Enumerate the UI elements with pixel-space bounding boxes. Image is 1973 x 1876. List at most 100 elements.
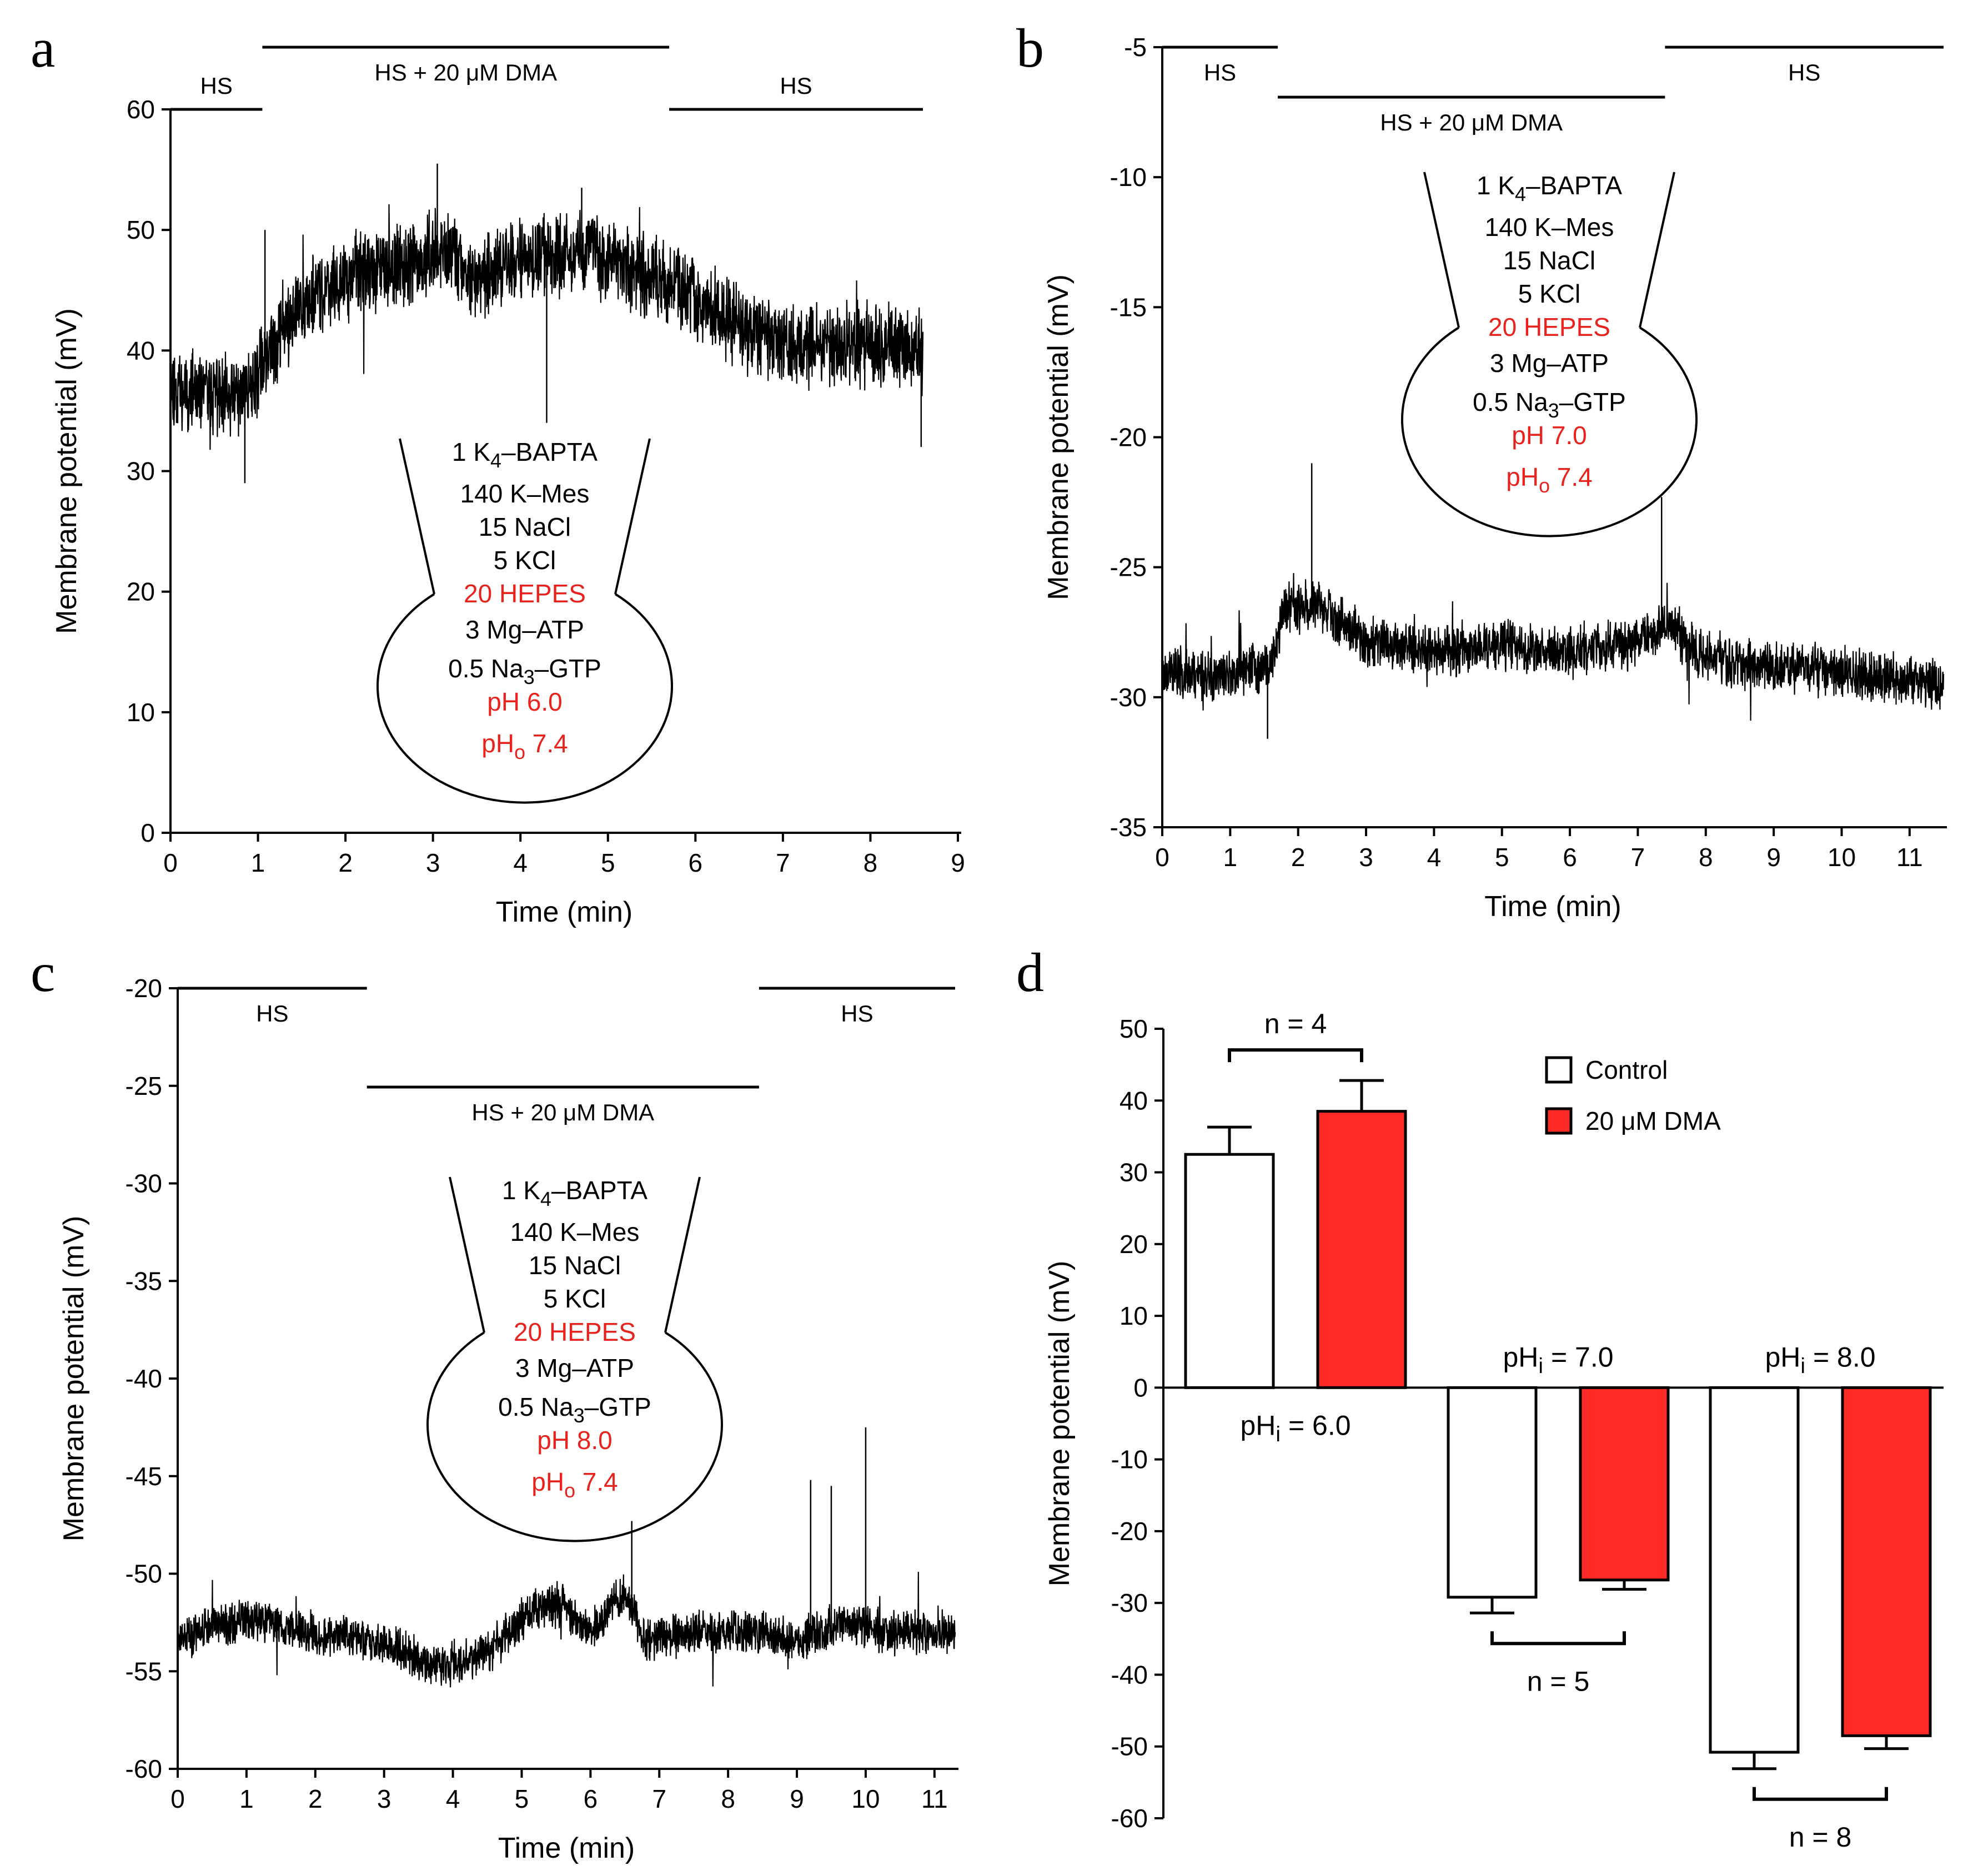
y-tick-label: 20 xyxy=(127,577,155,606)
solution-line-0: 1 K4–BAPTA xyxy=(502,1176,647,1210)
group-label: pHi = 6.0 xyxy=(1240,1410,1351,1446)
x-tick-label: 9 xyxy=(1766,843,1781,872)
group-label-part: = 8.0 xyxy=(1805,1341,1876,1372)
x-tick-label: 2 xyxy=(1291,843,1306,872)
y-tick-label: 0 xyxy=(1133,1373,1148,1402)
membrane-trace xyxy=(1161,573,1945,721)
flask-left-wall xyxy=(399,438,435,595)
y-tick-label: 0 xyxy=(140,818,155,847)
n-label: n = 8 xyxy=(1789,1822,1852,1853)
flask-right-wall xyxy=(664,1176,701,1333)
solution-line-6-part: 0.5 Na xyxy=(448,654,524,683)
x-tick-label: 3 xyxy=(1359,843,1373,872)
x-tick-label: 5 xyxy=(601,848,615,877)
bar-dma xyxy=(1841,1386,1932,1737)
y-tick-label: -30 xyxy=(1110,683,1147,712)
solution-line-6-part: 0.5 Na xyxy=(498,1392,574,1421)
solution-line-5: 3 Mg–ATP xyxy=(1490,349,1609,378)
x-tick-label: 8 xyxy=(1699,843,1713,872)
solution-ph-label: pH 7.0 xyxy=(1512,421,1587,450)
x-tick-label: 4 xyxy=(513,848,528,877)
solution-pho-label-subscript: o xyxy=(564,1480,575,1502)
x-tick-label: 5 xyxy=(515,1784,529,1813)
group-label-part: = 6.0 xyxy=(1281,1410,1351,1441)
group-label: pHi = 7.0 xyxy=(1503,1341,1613,1378)
x-axis-label: Time (min) xyxy=(496,896,633,928)
solution-line-1: 140 K–Mes xyxy=(510,1218,640,1246)
legend-swatch xyxy=(1545,1107,1573,1135)
x-tick-label: 4 xyxy=(446,1784,460,1813)
panel-c: -60 -55 -50 -45 -40 -35 -30 -25 -20 0 1 2 3 4 5 6 7 8 9 10 1… xyxy=(58,974,958,1864)
solution-line-4: 20 HEPES xyxy=(1488,313,1610,341)
solution-line-6-part: –GTP xyxy=(1559,388,1626,416)
y-tick-label: -35 xyxy=(125,1266,162,1295)
solution-line-0-part: 1 K xyxy=(502,1176,540,1205)
group-label-subscript: i xyxy=(1276,1422,1281,1446)
group-label-subscript: i xyxy=(1538,1354,1543,1378)
group-label-part: = 7.0 xyxy=(1543,1341,1614,1372)
bar-dma xyxy=(1316,1110,1407,1389)
x-axis-label: Time (min) xyxy=(498,1832,635,1864)
solution-line-0-subscript: 4 xyxy=(540,1188,551,1210)
flask-right-wall xyxy=(614,438,651,595)
solution-pho-label-part: pH xyxy=(481,729,514,758)
y-tick-label: -30 xyxy=(1111,1588,1148,1617)
group-label-part: pH xyxy=(1503,1341,1538,1372)
condition-label: HS + 20 μM DMA xyxy=(1380,109,1563,135)
solution-line-0-subscript: 4 xyxy=(1515,183,1526,205)
solution-line-1: 140 K–Mes xyxy=(460,479,590,508)
solution-line-0: 1 K4–BAPTA xyxy=(1477,171,1622,205)
x-tick-label: 9 xyxy=(790,1784,804,1813)
solution-line-0-part: –BAPTA xyxy=(1526,171,1622,200)
y-tick-label: -60 xyxy=(125,1754,162,1783)
solution-line-3: 5 KCl xyxy=(494,546,556,575)
x-tick-label: 0 xyxy=(163,848,178,877)
solution-pho-label: pHo 7.4 xyxy=(481,729,568,763)
y-axis-label: Membrane potential (mV) xyxy=(1043,1261,1076,1587)
solution-ph-label: pH 8.0 xyxy=(537,1426,613,1455)
y-tick-label: 10 xyxy=(1119,1301,1148,1330)
x-axis-label: Time (min) xyxy=(1484,891,1621,923)
x-tick-label: 3 xyxy=(377,1784,391,1813)
solution-line-6-part: 0.5 Na xyxy=(1473,388,1548,416)
x-tick-label: 0 xyxy=(1155,843,1169,872)
y-tick-label: 30 xyxy=(1119,1158,1148,1187)
x-tick-label: 8 xyxy=(863,848,878,877)
condition-label: HS + 20 μM DMA xyxy=(374,59,557,85)
x-tick-label: 10 xyxy=(1828,843,1856,872)
solution-line-2: 15 NaCl xyxy=(1503,246,1595,275)
x-tick-label: 7 xyxy=(1631,843,1645,872)
y-tick-label: -20 xyxy=(1110,423,1147,452)
n-label: n = 5 xyxy=(1527,1666,1590,1697)
x-tick-label: 2 xyxy=(338,848,353,877)
x-tick-label: 10 xyxy=(851,1784,880,1813)
panel-letter-d: d xyxy=(1016,942,1044,1003)
solution-ph-label: pH 6.0 xyxy=(487,687,563,716)
n-bracket xyxy=(1753,1787,1888,1801)
y-tick-label: -50 xyxy=(1111,1732,1148,1761)
bar-control xyxy=(1447,1386,1538,1599)
group-label-part: pH xyxy=(1765,1341,1800,1372)
flask-right-wall xyxy=(1639,172,1675,328)
x-tick-label: 8 xyxy=(721,1784,735,1813)
flask-left-wall xyxy=(449,1176,485,1333)
panel-letter-b: b xyxy=(1016,17,1044,79)
y-tick-label: -30 xyxy=(125,1169,162,1198)
solution-line-6: 0.5 Na3–GTP xyxy=(448,654,601,688)
x-tick-label: 5 xyxy=(1495,843,1509,872)
y-tick-label: 10 xyxy=(127,698,155,727)
solution-pho-label: pHo 7.4 xyxy=(1506,462,1593,497)
x-tick-label: 6 xyxy=(584,1784,598,1813)
panel-b: -35 -30 -25 -20 -15 -10 -5 0 1 2 3 4 5 6 7 8 9 10 11 Time (… xyxy=(1042,33,1947,923)
panel-a: 0 10 20 30 40 50 60 0 1 2 3 4 5 6 7 8 9 Time (min) Membran… xyxy=(51,46,965,928)
solution-line-0-part: –BAPTA xyxy=(551,1176,647,1205)
condition-label: HS + 20 μM DMA xyxy=(471,1099,654,1125)
x-tick-label: 0 xyxy=(170,1784,185,1813)
solution-pho-label-part: pH xyxy=(1506,462,1539,491)
y-tick-label: 50 xyxy=(127,215,155,244)
flask-bulb xyxy=(426,1331,723,1542)
x-tick-label: 3 xyxy=(426,848,440,877)
panel-letter-a: a xyxy=(31,17,55,79)
y-tick-label: -55 xyxy=(125,1657,162,1686)
solution-line-0: 1 K4–BAPTA xyxy=(452,437,598,472)
